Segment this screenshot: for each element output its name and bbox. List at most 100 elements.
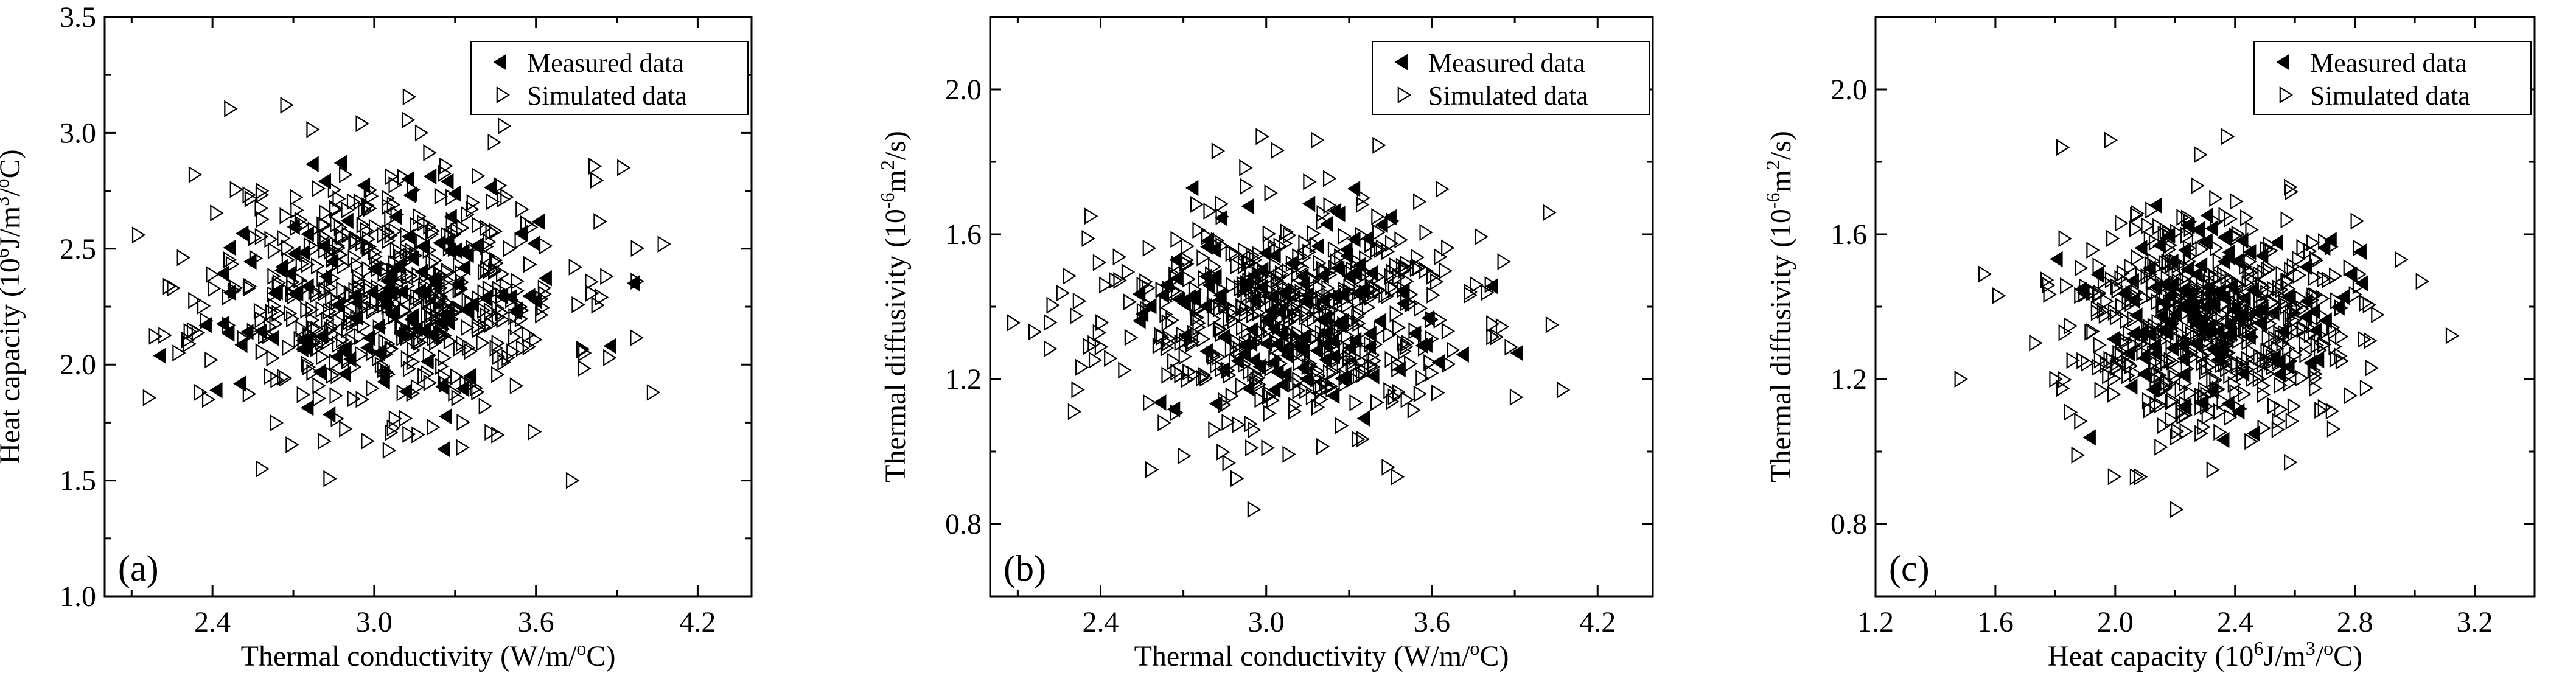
simulated-point	[1118, 361, 1132, 379]
legend-measured-marker	[1394, 54, 1408, 71]
x-tick-label: 4.2	[679, 606, 716, 638]
simulated-point	[2064, 403, 2078, 421]
simulated-point	[1316, 438, 1330, 455]
measured-point	[1316, 292, 1330, 309]
simulated-point	[400, 266, 415, 284]
simulated-point	[1139, 273, 1153, 291]
x-tick-label: 3.2	[2457, 606, 2493, 638]
simulated-point	[329, 200, 343, 217]
measured-point	[2143, 260, 2156, 277]
measured-point	[2270, 234, 2283, 251]
measured-point	[2271, 354, 2285, 371]
measured-point	[1314, 312, 1328, 328]
simulated-point	[255, 186, 270, 204]
measured-point	[2163, 287, 2176, 304]
measured-point	[418, 283, 432, 300]
simulated-point	[472, 167, 486, 185]
y-axis-label-sup: 3	[0, 197, 13, 206]
simulated-point	[1165, 312, 1179, 329]
y-axis-label-text: /s)	[1765, 131, 1797, 160]
measured-point	[2050, 251, 2063, 268]
simulated-point	[1415, 369, 1429, 387]
simulated-point	[1486, 315, 1500, 333]
simulated-point	[2213, 268, 2227, 285]
simulated-point	[434, 187, 449, 205]
legend-box	[2253, 41, 2532, 115]
simulated-point	[1271, 142, 1285, 159]
simulated-point	[1225, 245, 1240, 262]
simulated-point	[2445, 327, 2460, 344]
simulated-point	[2328, 323, 2342, 340]
y-tick-label: 1.2	[1831, 363, 1867, 396]
simulated-point	[1385, 278, 1399, 296]
simulated-point	[491, 366, 505, 383]
simulated-point	[497, 354, 511, 371]
measured-point	[2137, 366, 2151, 383]
simulated-point	[2146, 285, 2160, 303]
x-axis-label-text: /	[2316, 640, 2324, 672]
points-2	[1007, 128, 1571, 518]
simulated-point	[1271, 273, 1285, 291]
y-axis-label-text: m	[1765, 170, 1797, 192]
simulated-point	[1366, 358, 1381, 375]
measured-point	[1456, 346, 1469, 363]
measured-point	[1199, 268, 1212, 285]
simulated-point	[2130, 206, 2144, 224]
legend-box	[470, 41, 749, 115]
simulated-point	[1404, 355, 1418, 372]
x-tick-label: 3.0	[356, 606, 393, 638]
measured-point	[1245, 321, 1259, 338]
simulated-point	[2154, 396, 2168, 414]
measured-point	[1360, 230, 1374, 247]
measured-point	[441, 173, 454, 190]
simulated-point	[1395, 257, 1410, 275]
measured-point	[372, 318, 385, 335]
simulated-point	[1401, 334, 1415, 352]
simulated-point	[1357, 323, 1372, 340]
simulated-point	[280, 96, 294, 114]
simulated-point	[2330, 292, 2344, 310]
simulated-point	[1208, 258, 1222, 276]
simulated-point	[1145, 461, 1159, 478]
simulated-point	[1170, 284, 1185, 301]
simulated-point	[1161, 366, 1175, 384]
simulated-point	[2114, 347, 2129, 364]
simulated-point	[1081, 229, 1095, 247]
simulated-point	[2308, 369, 2323, 387]
simulated-point	[2180, 226, 2194, 244]
measured-point	[2205, 220, 2218, 237]
simulated-point	[1207, 347, 1221, 365]
simulated-point	[1123, 293, 1137, 311]
simulated-point	[1212, 321, 1227, 338]
simulated-point	[286, 310, 300, 328]
measured-point	[2148, 338, 2162, 355]
simulated-point	[2296, 239, 2310, 256]
measured-point	[377, 373, 390, 390]
simulated-point	[206, 266, 220, 283]
measured-point	[2193, 314, 2207, 330]
measured-point	[1302, 195, 1316, 212]
simulated-point	[388, 176, 402, 194]
measured-point	[1431, 354, 1445, 371]
simulated-point	[1283, 226, 1297, 244]
simulated-point	[1152, 337, 1167, 355]
simulated-point	[2107, 385, 2121, 403]
simulated-point	[2106, 352, 2120, 369]
simulated-point	[2058, 230, 2072, 248]
simulated-point	[1181, 237, 1195, 255]
measured-point	[2223, 317, 2236, 334]
simulated-point	[2334, 347, 2348, 364]
measured-point	[1238, 346, 1251, 363]
measured-point	[1178, 327, 1192, 344]
simulated-point	[2289, 310, 2303, 328]
simulated-point	[2168, 369, 2183, 386]
measured-point	[301, 226, 314, 243]
simulated-point	[2157, 225, 2171, 243]
measured-point	[401, 228, 415, 245]
measured-point	[2155, 322, 2169, 339]
measured-point	[503, 289, 517, 306]
measured-point	[444, 209, 457, 225]
measured-point	[360, 340, 374, 356]
simulated-point	[408, 321, 422, 338]
simulated-point	[1413, 385, 1428, 403]
